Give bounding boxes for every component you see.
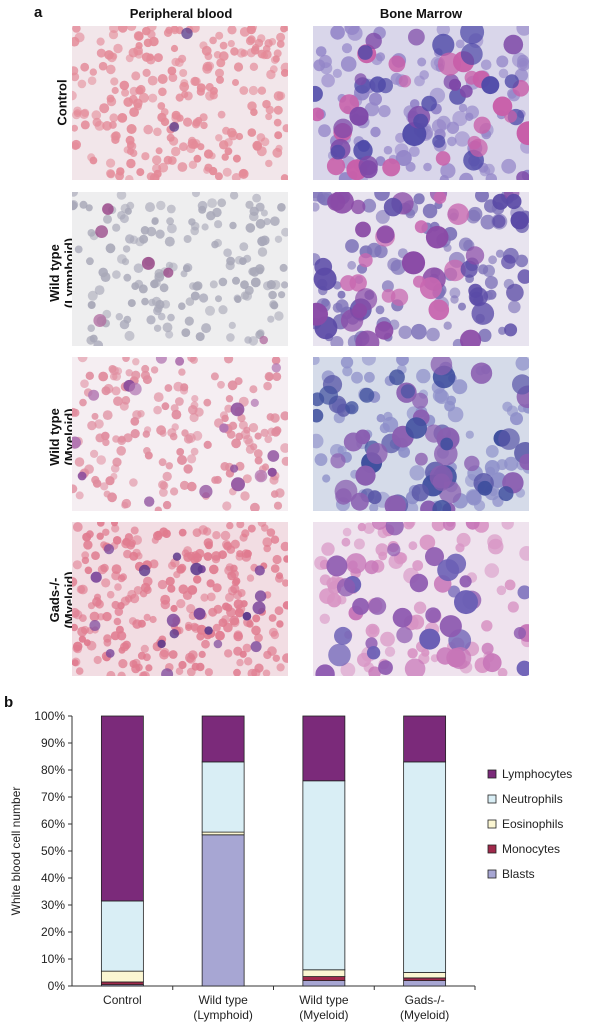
legend-swatch-lymphocytes [487, 769, 497, 779]
micrograph-wt-myeloid-bone-marrow [313, 357, 529, 511]
bar-segment-neutrophils [403, 761, 447, 973]
y-tick-label: 50% [41, 844, 65, 858]
legend-swatch-monocytes [487, 844, 497, 854]
y-tick-label: 80% [41, 763, 65, 777]
bar-segment-neutrophils [100, 900, 144, 972]
x-tick-label: Wild type [198, 993, 248, 1007]
stacked-bar-chart: White blood cell number 0% 10% 20% 30% 40% 50… [9, 709, 572, 1022]
micrograph-control-bone-marrow [313, 26, 529, 180]
bar-segment-blasts [403, 980, 447, 987]
x-tick-label: (Lymphoid) [193, 1008, 253, 1022]
x-tick-label: (Myeloid) [400, 1008, 449, 1022]
legend-label-monocytes: Monocytes [502, 842, 560, 856]
legend-swatch-eosinophils [487, 819, 497, 829]
bar-segment-blasts [302, 980, 346, 987]
panel-a-letter: a [34, 4, 43, 21]
bar-segment-eosinophils [100, 970, 144, 983]
bar-segment-neutrophils [302, 780, 346, 971]
x-tick-label: Gads-/- [405, 993, 445, 1007]
micrograph-wt-lymphoid-bone-marrow [313, 192, 529, 346]
y-tick-label: 90% [41, 736, 65, 750]
y-tick-label: 100% [34, 709, 65, 723]
legend-swatch-blasts [487, 869, 497, 879]
legend-label-lymphocytes: Lymphocytes [502, 767, 572, 781]
bar-segment-lymphocytes [403, 715, 447, 763]
bar-segment-lymphocytes [302, 715, 346, 782]
y-tick-label: 60% [41, 817, 65, 831]
legend-label-neutrophils: Neutrophils [502, 792, 563, 806]
legend-label-eosinophils: Eosinophils [502, 817, 563, 831]
column-header-peripheral-blood: Peripheral blood [129, 6, 233, 21]
bar-segment-monocytes [302, 976, 346, 981]
y-tick-label: 0% [48, 979, 66, 993]
y-tick-label: 20% [41, 925, 65, 939]
bar-segment-lymphocytes [201, 715, 245, 763]
y-tick-label: 70% [41, 790, 65, 804]
micrograph-wt-myeloid-peripheral-blood [72, 357, 288, 511]
bar-segment-monocytes [403, 977, 447, 981]
x-tick-label: Wild type [299, 993, 349, 1007]
micrograph-wt-lymphoid-peripheral-blood [72, 192, 288, 346]
bar-segment-neutrophils [201, 761, 245, 833]
bar-segment-eosinophils [302, 969, 346, 977]
panel-b-letter: b [4, 694, 14, 711]
x-tick-label: (Myeloid) [299, 1008, 348, 1022]
y-tick-label: 10% [41, 952, 65, 966]
bar-segment-blasts [201, 834, 245, 987]
bar-segment-eosinophils [403, 972, 447, 979]
x-tick-label: Control [103, 993, 142, 1007]
micrograph-gads-myeloid-bone-marrow [313, 522, 529, 676]
bar-segment-monocytes [100, 981, 144, 986]
y-axis-label: White blood cell number [9, 787, 23, 916]
bar-segment-lymphocytes [100, 715, 144, 902]
column-header-bone-marrow: Bone Marrow [379, 6, 463, 21]
legend-label-blasts: Blasts [502, 867, 535, 881]
micrograph-control-peripheral-blood [72, 26, 288, 180]
y-tick-label: 40% [41, 871, 65, 885]
bar-segment-eosinophils [201, 831, 245, 836]
micrograph-gads-myeloid-peripheral-blood [72, 522, 288, 676]
row-label-control: Control [54, 79, 70, 126]
legend-swatch-neutrophils [487, 794, 497, 804]
y-tick-label: 30% [41, 898, 65, 912]
